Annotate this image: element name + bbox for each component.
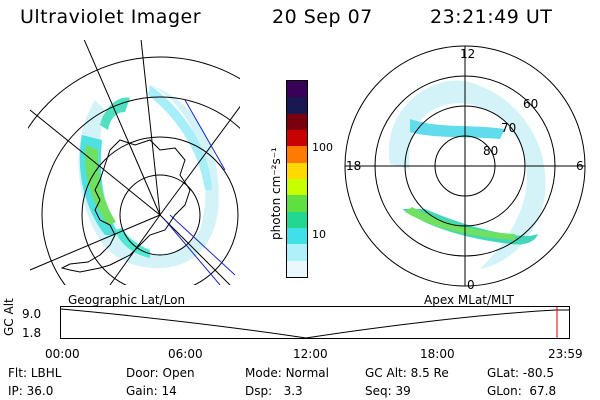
geo-terminator-lines xyxy=(164,99,236,285)
colorbar-band xyxy=(287,211,307,228)
colorbar-tick-100: 100 xyxy=(312,141,333,154)
lat-70-label: 70 xyxy=(501,121,516,135)
apex-grid xyxy=(344,45,586,287)
xtick-1200: 12:00 xyxy=(293,347,328,361)
altitude-plot xyxy=(60,306,570,339)
altitude-ylabel: GC Alt xyxy=(2,298,16,336)
info-dsp: Dsp: 3.3 xyxy=(245,384,303,398)
colorbar-tick-10: 10 xyxy=(312,228,326,241)
geo-latitude-circles xyxy=(28,56,240,285)
xtick-1800: 18:00 xyxy=(420,347,455,361)
colorbar-band xyxy=(287,162,307,179)
colorbar-band xyxy=(287,81,307,98)
colorbar-band xyxy=(287,260,307,277)
info-mode: Mode: Normal xyxy=(245,366,329,380)
mlt-6-label: 6 xyxy=(576,159,584,173)
lat-60-label: 60 xyxy=(523,97,538,111)
date-label: 20 Sep 07 xyxy=(272,6,373,28)
info-ip: IP: 36.0 xyxy=(8,384,54,398)
mlt-12-label: 12 xyxy=(460,47,475,61)
geo-meridians xyxy=(29,40,240,285)
info-glat: GLat: -80.5 xyxy=(487,366,554,380)
colorbar-band xyxy=(287,129,307,147)
apex-polar-image: 12 18 6 0 60 70 80 xyxy=(344,45,586,289)
colorbar-band xyxy=(287,113,307,130)
apex-aurora-emission xyxy=(388,80,546,269)
geo-coastline xyxy=(60,139,191,273)
xtick-0600: 06:00 xyxy=(168,347,203,361)
info-door: Door: Open xyxy=(126,366,195,380)
geographic-image xyxy=(28,40,240,285)
info-flt: Flt: LBHL xyxy=(8,366,62,380)
info-glon: GLon: 67.8 xyxy=(487,384,557,398)
colorbar xyxy=(286,80,308,278)
info-gc-alt: GC Alt: 8.5 Re xyxy=(365,366,449,380)
mlt-18-label: 18 xyxy=(346,159,361,173)
altitude-ytick-high: 9.0 xyxy=(22,307,42,321)
altitude-curve xyxy=(60,308,569,339)
time-label: 23:21:49 UT xyxy=(430,6,553,28)
mlt-0-label: 0 xyxy=(467,278,475,289)
colorbar-band xyxy=(287,227,307,245)
colorbar-band xyxy=(287,178,307,196)
info-seq: Seq: 39 xyxy=(365,384,411,398)
colorbar-unit-label: photon cm⁻²s⁻¹ xyxy=(269,147,283,240)
colorbar-band xyxy=(287,97,307,114)
instrument-title: Ultraviolet Imager xyxy=(20,6,202,28)
colorbar-band xyxy=(287,195,307,212)
lat-80-label: 80 xyxy=(483,144,498,158)
apex-panel-label: Apex MLat/MLT xyxy=(424,293,514,307)
altitude-ytick-low: 1.8 xyxy=(22,326,42,340)
colorbar-band xyxy=(287,146,307,163)
xtick-2359: 23:59 xyxy=(548,347,583,361)
xtick-0000: 00:00 xyxy=(45,347,80,361)
geographic-panel-label: Geographic Lat/Lon xyxy=(68,293,186,307)
info-gain: Gain: 14 xyxy=(126,384,177,398)
colorbar-band xyxy=(287,244,307,261)
